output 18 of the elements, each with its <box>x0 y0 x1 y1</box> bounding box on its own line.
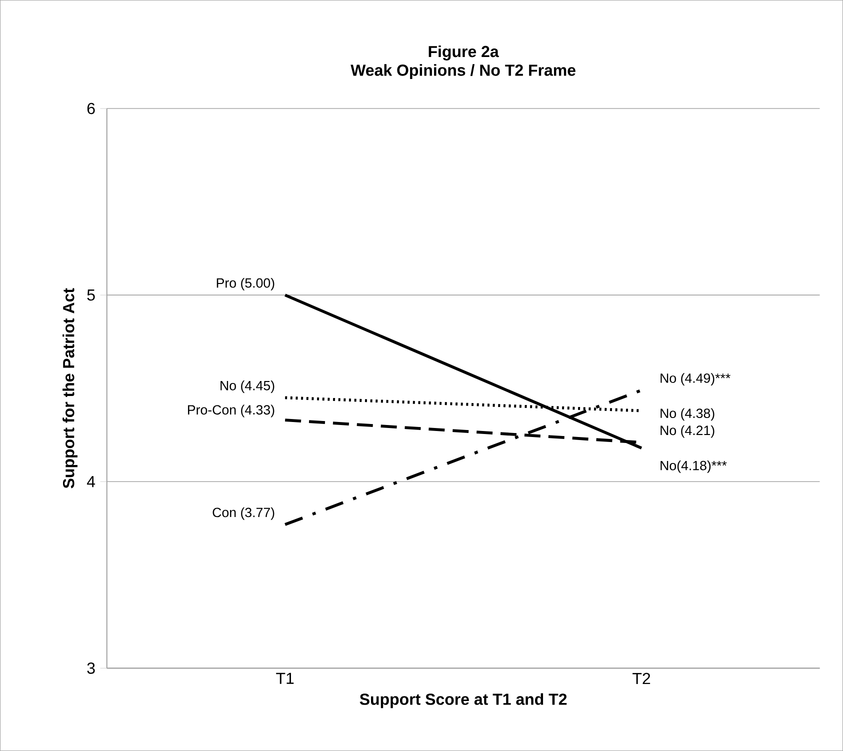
y-tick-label: 3 <box>87 662 95 674</box>
annotation: No (4.45) <box>220 380 274 393</box>
y-axis-title: Support for the Patriot Act <box>62 288 78 488</box>
y-tick-label: 4 <box>86 476 96 488</box>
annotation: No (4.38) <box>660 408 714 421</box>
y-tick-label: 5 <box>87 289 95 301</box>
chart-title: Figure 2a <box>428 45 499 60</box>
y-tick-label: 6 <box>87 102 95 114</box>
x-axis-title: Support Score at T1 and T2 <box>360 693 567 708</box>
chart-subtitle: Weak Opinions / No T2 Frame <box>350 64 576 80</box>
x-tick-label: T2 <box>632 672 650 684</box>
annotation: Pro (5.00) <box>216 278 274 290</box>
annotation: No(4.18)*** <box>660 460 727 473</box>
annotation: Con (3.77) <box>212 507 274 520</box>
annotation: No (4.49)*** <box>660 373 730 386</box>
x-tick-label: T1 <box>276 672 294 684</box>
annotation: Pro-Con (4.33) <box>188 404 274 418</box>
annotation: No (4.21) <box>660 425 714 438</box>
